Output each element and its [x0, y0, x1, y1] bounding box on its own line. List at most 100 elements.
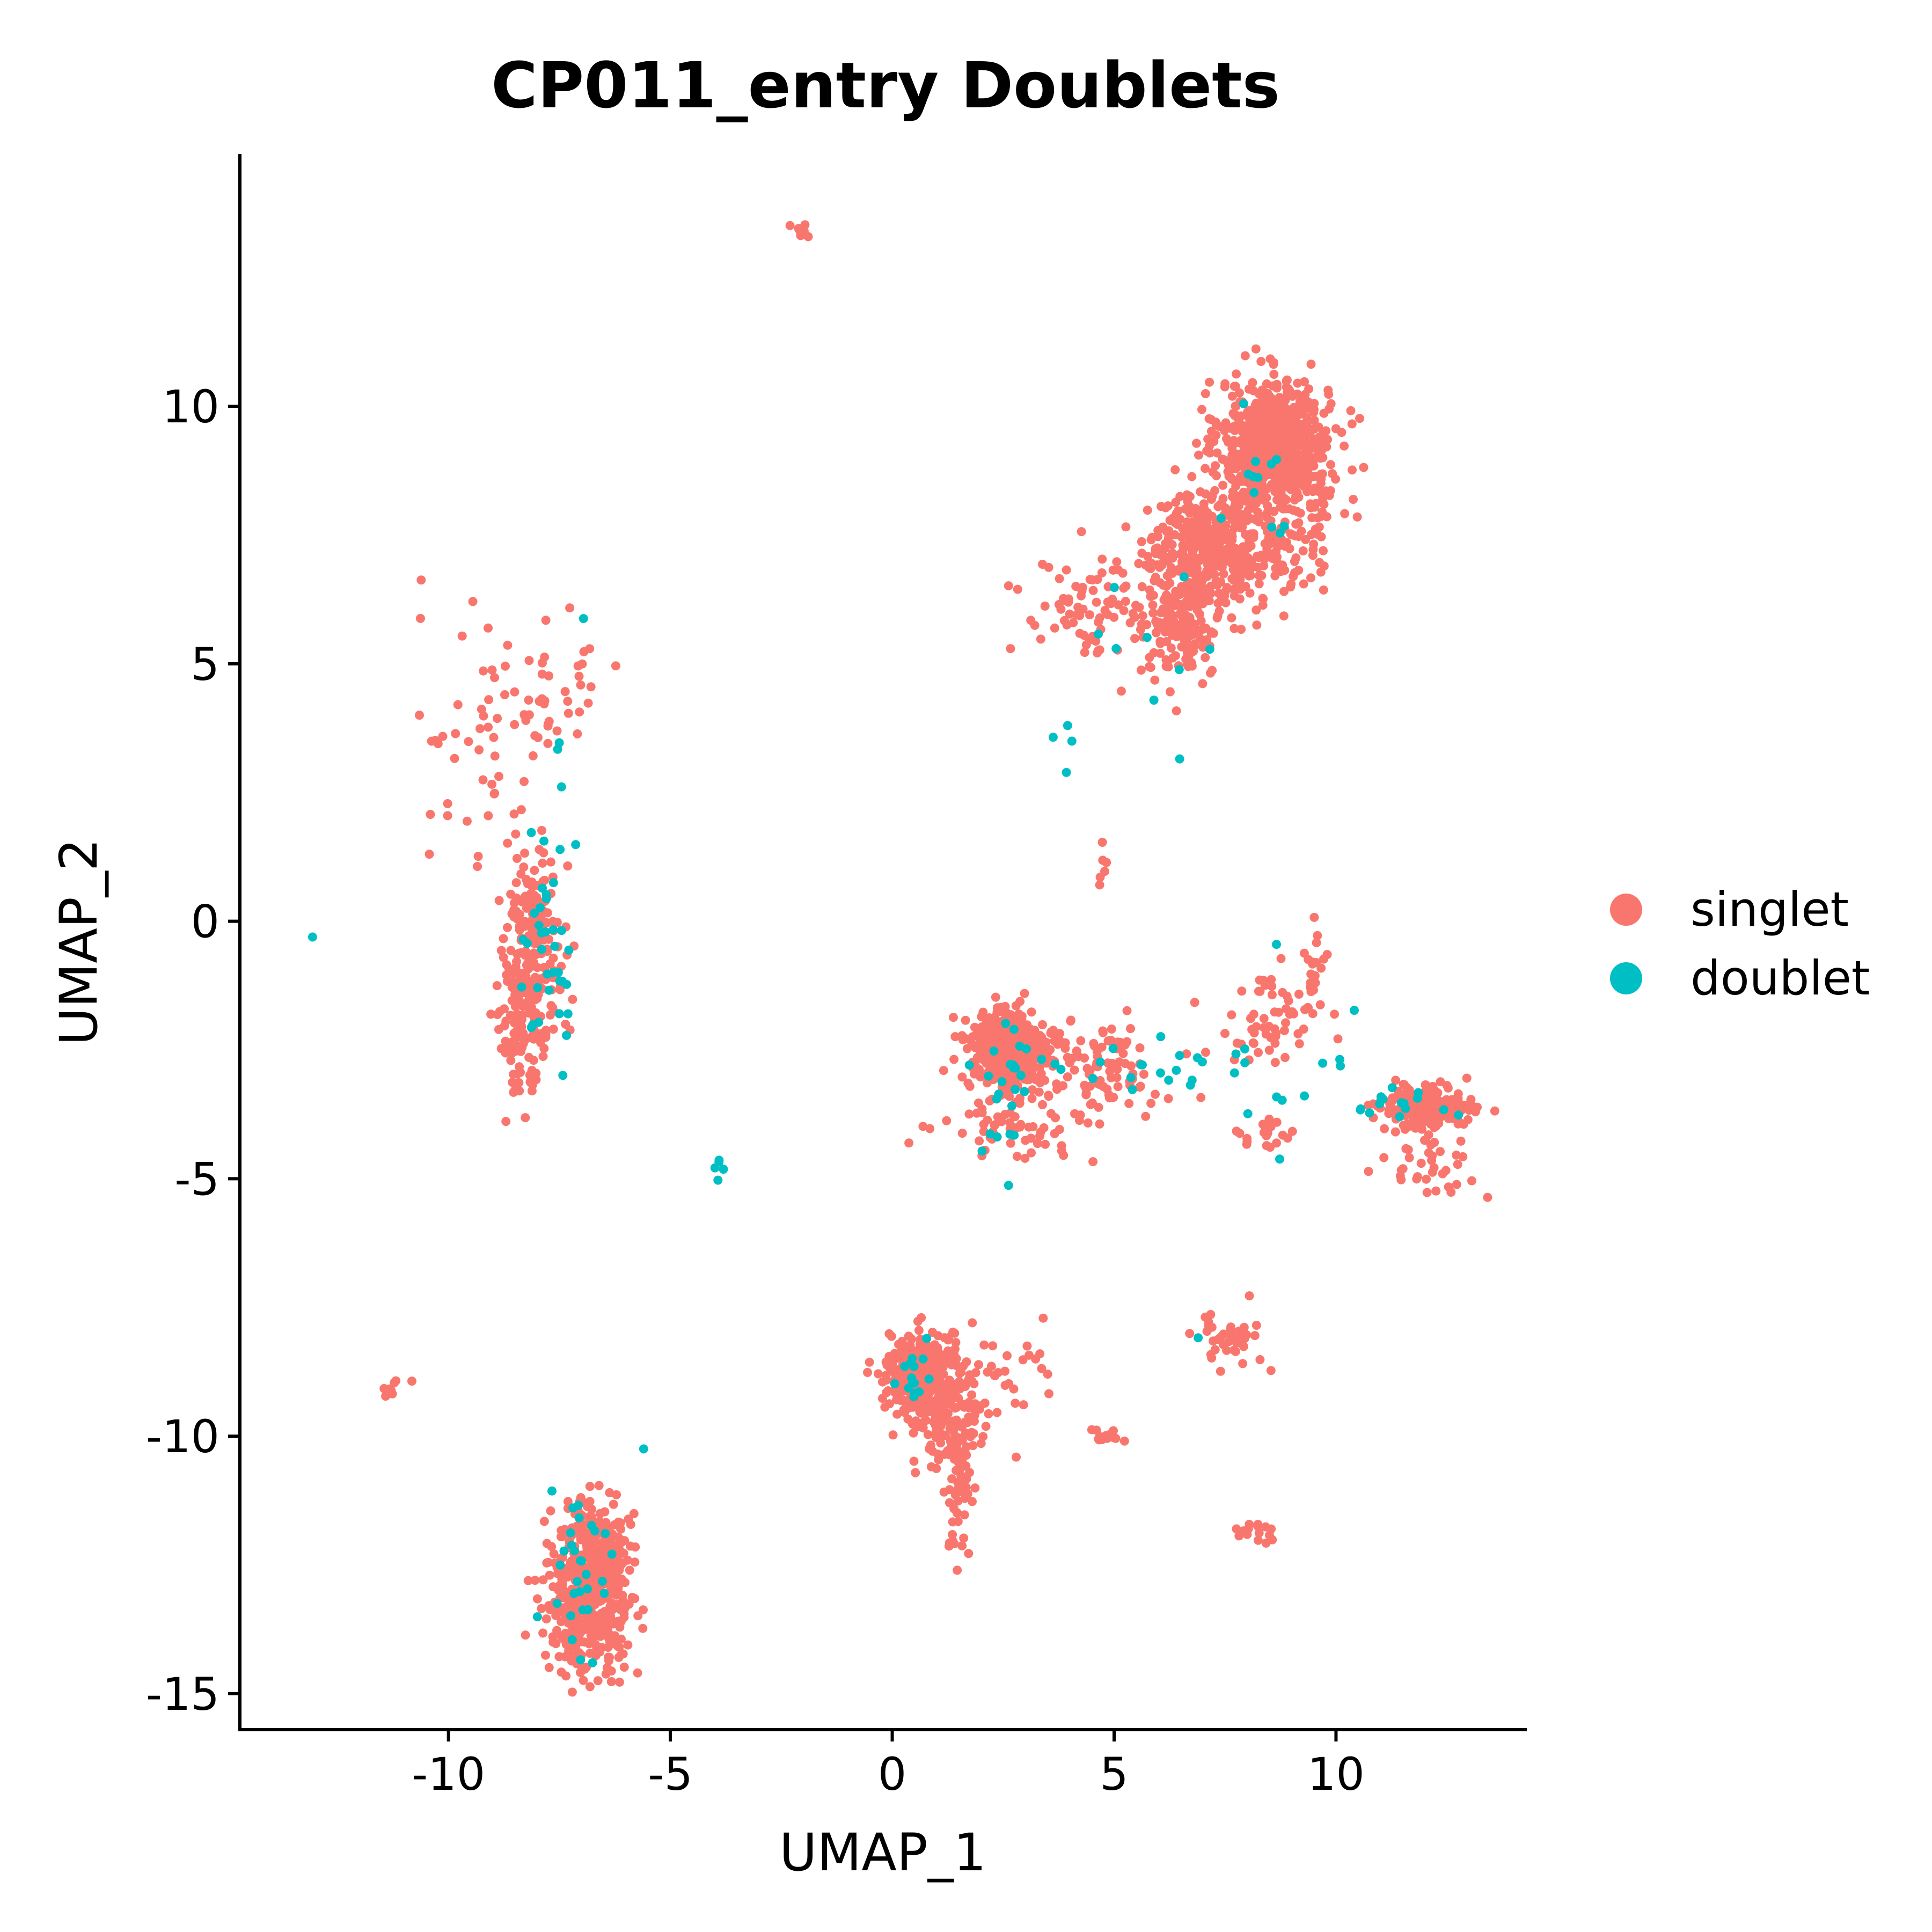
singlet-point: [614, 1541, 624, 1551]
singlet-point: [1196, 520, 1206, 530]
singlet-point: [1490, 1106, 1499, 1116]
singlet-point: [1275, 429, 1284, 438]
singlet-point: [1106, 599, 1116, 609]
singlet-point: [1160, 557, 1170, 566]
singlet-point: [630, 1557, 640, 1567]
doublet-point: [1240, 1044, 1249, 1053]
singlet-point: [468, 597, 478, 606]
singlet-point: [1014, 1009, 1023, 1019]
singlet-point: [1313, 931, 1322, 940]
singlet-point: [1097, 838, 1107, 847]
singlet-point: [1231, 515, 1241, 525]
doublet-point: [1454, 1110, 1463, 1120]
singlet-point: [1251, 344, 1261, 354]
singlet-point: [612, 1577, 622, 1586]
doublet-point: [1401, 1104, 1410, 1113]
singlet-point: [426, 810, 435, 819]
singlet-point: [513, 949, 522, 959]
singlet-point: [1066, 1015, 1075, 1025]
singlet-point: [511, 829, 521, 839]
singlet-point: [1248, 429, 1257, 438]
singlet-point: [1108, 565, 1118, 575]
singlet-point: [881, 1371, 891, 1380]
doublet-point: [1230, 1068, 1239, 1078]
singlet-point: [1364, 1167, 1373, 1176]
singlet-point: [983, 1078, 992, 1088]
doublet-point: [1175, 1051, 1184, 1060]
singlet-point: [1146, 564, 1155, 573]
singlet-point: [1309, 415, 1319, 425]
singlet-point: [929, 1404, 939, 1414]
singlet-point: [1150, 675, 1160, 685]
singlet-point: [994, 1056, 1003, 1066]
singlet-point: [1167, 540, 1177, 550]
singlet-point: [970, 1069, 979, 1079]
singlet-point: [1198, 635, 1208, 645]
singlet-point: [1390, 1094, 1400, 1103]
singlet-point: [438, 731, 448, 741]
singlet-point: [913, 1316, 923, 1326]
y-tick-label: -5: [174, 1153, 219, 1205]
doublet-point: [1249, 488, 1259, 497]
doublet-point: [574, 1513, 584, 1523]
singlet-point: [1044, 1389, 1053, 1399]
singlet-point: [1232, 1524, 1241, 1534]
singlet-point: [1179, 609, 1189, 618]
singlet-point: [955, 1453, 965, 1463]
doublet-point: [719, 1165, 728, 1174]
singlet-point: [1038, 1100, 1047, 1109]
singlet-point: [1300, 377, 1309, 386]
doublet-point: [1126, 1073, 1136, 1082]
singlet-point: [541, 1650, 550, 1660]
singlet-point: [1000, 1001, 1010, 1011]
singlet-point: [911, 1468, 920, 1477]
singlet-point: [1260, 554, 1269, 564]
singlet-point: [530, 866, 539, 875]
singlet-point: [1262, 1141, 1271, 1151]
singlet-point: [1126, 1061, 1136, 1071]
singlet-point: [1218, 480, 1228, 490]
doublet-point: [922, 1334, 932, 1343]
singlet-point: [559, 1604, 569, 1613]
singlet-point: [479, 711, 488, 721]
singlet-point: [1227, 613, 1236, 623]
singlet-point: [548, 1024, 558, 1034]
singlet-point: [1256, 357, 1266, 366]
singlet-point: [564, 1618, 573, 1628]
singlet-point: [1248, 562, 1258, 572]
singlet-point: [1131, 601, 1140, 610]
singlet-point: [1257, 389, 1267, 398]
singlet-point: [1201, 489, 1211, 499]
singlet-point: [1000, 1366, 1009, 1376]
singlet-point: [1163, 1094, 1173, 1103]
doublet-point: [1050, 1059, 1060, 1069]
doublet-point: [563, 1009, 573, 1019]
singlet-point: [1248, 411, 1257, 421]
singlet-point: [1302, 413, 1312, 422]
doublet-point: [1205, 645, 1214, 654]
doublet-point: [924, 1374, 934, 1384]
y-tick-label: 5: [191, 638, 219, 691]
singlet-point: [1139, 1070, 1148, 1079]
singlet-point: [934, 1365, 943, 1374]
singlet-point: [544, 671, 554, 680]
singlet-point: [950, 1344, 960, 1354]
singlet-point: [1245, 588, 1255, 598]
singlet-point: [539, 1517, 549, 1526]
singlet-point: [1062, 565, 1071, 575]
singlet-point: [614, 1642, 624, 1652]
singlet-point: [574, 671, 584, 681]
singlet-point: [1027, 1094, 1037, 1103]
singlet-point: [1092, 597, 1101, 607]
singlet-point: [486, 1009, 496, 1019]
singlet-point: [1230, 567, 1240, 577]
singlet-point: [950, 1328, 960, 1338]
doublet-point: [550, 941, 560, 951]
singlet-point: [546, 1506, 555, 1516]
singlet-point: [626, 1541, 635, 1551]
singlet-point: [453, 700, 463, 709]
singlet-point: [918, 1122, 928, 1131]
singlet-point: [1098, 1028, 1108, 1037]
singlet-point: [620, 1536, 630, 1546]
singlet-point: [521, 895, 531, 905]
